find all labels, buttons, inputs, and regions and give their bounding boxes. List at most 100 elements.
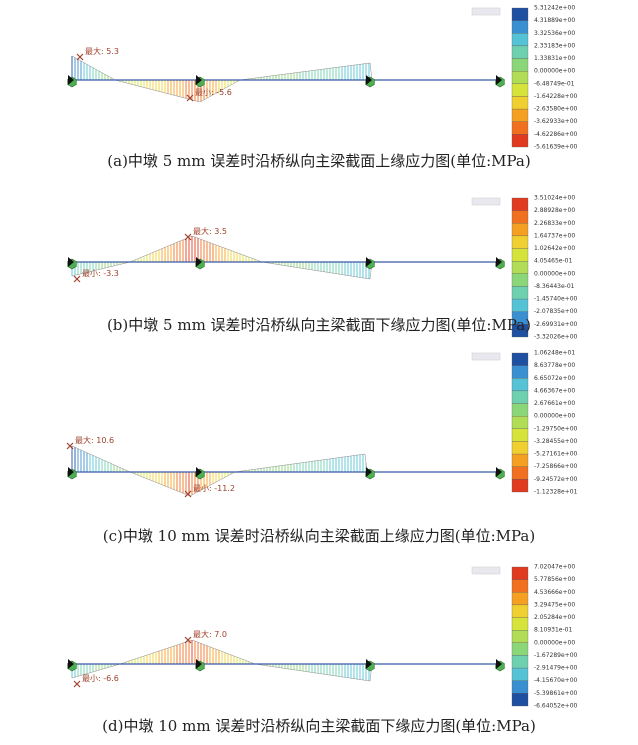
- caption: (c)中墩 10 mm 误差时沿桥纵向主梁截面上缘应力图(单位:MPa): [103, 527, 535, 545]
- legend-label: 0.00000e+00: [534, 413, 575, 420]
- legend-swatch: [512, 429, 528, 442]
- legend-label: 7.02047e+00: [534, 564, 575, 571]
- toolbar-icon: [472, 567, 500, 574]
- legend-swatch: [512, 96, 528, 109]
- legend-swatch: [512, 261, 528, 274]
- legend-label: 4.53666e+00: [534, 589, 575, 596]
- caption: (b)中墩 5 mm 误差时沿桥纵向主梁截面下缘应力图(单位:MPa): [107, 316, 531, 334]
- legend-label: -2.07835e+00: [534, 308, 578, 315]
- extreme-label: 最小: -3.3: [82, 269, 119, 278]
- legend-swatch: [512, 223, 528, 236]
- legend-label: 5.77856e+00: [534, 576, 575, 583]
- legend-label: 0.00000e+00: [534, 68, 575, 75]
- legend-swatch: [512, 655, 528, 668]
- extreme-label: 最小: -5.6: [195, 88, 232, 97]
- legend-label: -6.64052e+00: [534, 703, 578, 710]
- legend-label: 0.00000e+00: [534, 639, 575, 646]
- legend-swatch: [512, 8, 528, 21]
- legend-swatch: [512, 693, 528, 706]
- legend-label: -8.36443e-01: [534, 283, 575, 290]
- legend-swatch: [512, 681, 528, 694]
- toolbar-icon: [472, 353, 500, 360]
- legend-swatch: [512, 567, 528, 580]
- legend-swatch: [512, 378, 528, 391]
- legend-swatch: [512, 353, 528, 366]
- extreme-label: 最大: 5.3: [85, 46, 119, 56]
- legend-swatch: [512, 46, 528, 59]
- extreme-label: 最大: 10.6: [75, 435, 114, 445]
- legend-swatch: [512, 580, 528, 593]
- legend-label: -2.69931e+00: [534, 321, 578, 328]
- legend-swatch: [512, 71, 528, 84]
- legend-swatch: [512, 592, 528, 605]
- legend-label: -7.25866e+00: [534, 463, 578, 470]
- legend-swatch: [512, 630, 528, 643]
- legend-swatch: [512, 479, 528, 492]
- legend-label: -3.28455e+00: [534, 438, 578, 445]
- legend-label: 8.10931e-01: [534, 627, 572, 634]
- legend-label: -1.45740e+00: [534, 296, 578, 303]
- legend-swatch: [512, 467, 528, 480]
- extreme-marker: [74, 681, 80, 687]
- extreme-label: 最小: -6.6: [82, 674, 119, 683]
- legend-swatch: [512, 643, 528, 656]
- panel: 1.06248e+018.63778e+006.65072e+004.66367…: [67, 350, 578, 546]
- legend-label: 2.33183e+00: [534, 42, 575, 49]
- legend-swatch: [512, 404, 528, 417]
- legend-label: 2.67661e+00: [534, 400, 575, 407]
- legend-swatch: [512, 59, 528, 72]
- legend-swatch: [512, 198, 528, 211]
- legend-label: 5.31242e+00: [534, 5, 575, 12]
- legend-label: 2.05284e+00: [534, 614, 575, 621]
- legend-label: -5.61639e+00: [534, 144, 578, 151]
- legend-swatch: [512, 236, 528, 249]
- caption: (d)中墩 10 mm 误差时沿桥纵向主梁截面下缘应力图(单位:MPa): [102, 717, 536, 735]
- legend-label: 4.31889e+00: [534, 17, 575, 24]
- extreme-marker: [74, 276, 80, 282]
- figure-canvas: 5.31242e+00 4.31889e+00 3.32536e+00 2.33183…: [0, 0, 638, 745]
- caption: (a)中墩 5 mm 误差时沿桥纵向主梁截面上缘应力图(单位:MPa): [107, 152, 530, 170]
- legend-swatch: [512, 416, 528, 429]
- legend-label: 2.26833e+00: [534, 220, 575, 227]
- legend-swatch: [512, 122, 528, 135]
- legend-label: -5.27161e+00: [534, 451, 578, 458]
- legend-label: 6.65072e+00: [534, 375, 575, 382]
- legend-swatch: [512, 211, 528, 224]
- legend-swatch: [512, 274, 528, 287]
- legend-label: 2.88928e+00: [534, 207, 575, 214]
- legend-swatch: [512, 286, 528, 299]
- extreme-label: 最小: -11.2: [193, 484, 235, 493]
- panel: 3.51024e+00 2.88928e+00 2.26833e+00 1.64737…: [68, 195, 578, 341]
- toolbar-icon: [472, 8, 500, 15]
- legend-label: 3.32536e+00: [534, 30, 575, 37]
- legend-label: -1.12328e+01: [534, 489, 578, 496]
- legend-swatch: [512, 441, 528, 454]
- legend-label: -9.24572e+00: [534, 476, 578, 483]
- toolbar-icon: [472, 198, 500, 205]
- extreme-marker: [77, 54, 83, 60]
- legend-label: -1.29750e+00: [534, 425, 578, 432]
- legend-label: -3.62933e+00: [534, 118, 578, 125]
- legend-label: -5.39861e+00: [534, 690, 578, 697]
- legend-swatch: [512, 668, 528, 681]
- extreme-marker: [185, 637, 191, 643]
- legend-label: 1.33831e+00: [534, 55, 575, 62]
- legend-label: -1.64228e+00: [534, 93, 578, 100]
- legend-label: 3.51024e+00: [534, 195, 575, 202]
- legend-label: 4.05465e-01: [534, 258, 572, 265]
- legend-label: 1.06248e+01: [534, 350, 575, 357]
- extreme-label: 最大: 3.5: [193, 226, 227, 236]
- legend-label: 1.64737e+00: [534, 232, 575, 239]
- legend-swatch: [512, 618, 528, 631]
- legend-swatch: [512, 391, 528, 404]
- panel: 7.02047e+005.77856e+004.53666e+003.29475…: [68, 564, 578, 736]
- legend-swatch: [512, 33, 528, 46]
- legend-label: 4.66367e+00: [534, 387, 575, 394]
- legend-swatch: [512, 21, 528, 34]
- legend-swatch: [512, 605, 528, 618]
- legend-label: 0.00000e+00: [534, 270, 575, 277]
- legend-label: 1.02642e+00: [534, 245, 575, 252]
- legend-swatch: [512, 249, 528, 262]
- legend-swatch: [512, 134, 528, 147]
- legend-label: -6.48749e-01: [534, 80, 575, 87]
